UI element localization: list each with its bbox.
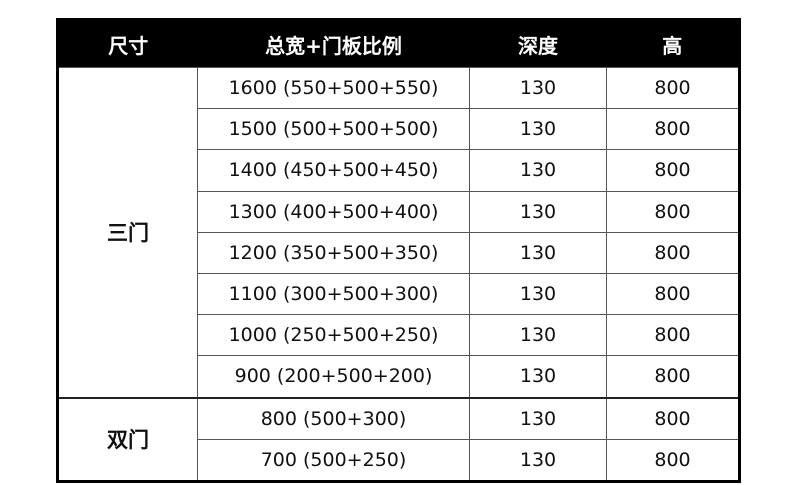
depth-cell: 130 xyxy=(469,272,607,316)
table-row: 900 (200+500+200) 130 800 xyxy=(58,355,740,398)
table-row: 三门 1600 (550+500+550) 130 800 xyxy=(57,66,740,398)
width-ratio-cell: 1000 (250+500+250) xyxy=(197,314,470,357)
height-cell: 800 xyxy=(606,396,740,440)
group-label: 三门 xyxy=(57,67,198,398)
depth-cell: 130 xyxy=(469,149,607,192)
depth-cell: 130 xyxy=(469,190,607,233)
width-ratio-cell: 1400 (450+500+450) xyxy=(197,149,470,192)
height-cell: 800 xyxy=(606,355,740,398)
height-cell: 800 xyxy=(606,66,740,110)
width-ratio-cell: 1100 (300+500+300) xyxy=(197,272,470,316)
table-row: 1400 (450+500+450) 130 800 xyxy=(58,149,740,192)
width-ratio-cell: 900 (200+500+200) xyxy=(197,355,470,398)
table-row: 1200 (350+500+350) 130 800 xyxy=(58,231,740,274)
height-cell: 800 xyxy=(606,149,740,192)
header-size: 尺寸 xyxy=(57,19,198,68)
width-ratio-cell: 1500 (500+500+500) xyxy=(197,108,470,151)
table-row: 1000 (250+500+250) 130 800 xyxy=(58,314,740,357)
depth-cell: 130 xyxy=(469,314,607,357)
width-ratio-cell: 1300 (400+500+400) xyxy=(197,190,470,233)
header-row: 尺寸 总宽+门板比例 深度 高 xyxy=(57,19,740,68)
depth-cell: 130 xyxy=(469,231,607,274)
height-cell: 800 xyxy=(606,231,740,274)
height-cell: 800 xyxy=(606,314,740,357)
width-ratio-cell: 1600 (550+500+550) xyxy=(197,66,470,110)
width-ratio-cell: 1200 (350+500+350) xyxy=(197,231,470,274)
height-cell: 800 xyxy=(606,108,740,151)
depth-cell: 130 xyxy=(469,355,607,398)
group-label: 双门 xyxy=(57,396,198,482)
depth-cell: 130 xyxy=(469,396,607,440)
header-height: 高 xyxy=(606,19,740,68)
header-width-ratio: 总宽+门板比例 xyxy=(197,19,470,68)
height-cell: 800 xyxy=(606,190,740,233)
height-cell: 800 xyxy=(606,272,740,316)
width-ratio-cell: 700 (500+250) xyxy=(197,438,470,483)
table-row: 1500 (500+500+500) 130 800 xyxy=(58,108,740,151)
table-row: 700 (500+250) 130 800 xyxy=(58,438,740,483)
width-ratio-cell: 800 (500+300) xyxy=(197,396,470,440)
depth-cell: 130 xyxy=(469,438,607,483)
height-cell: 800 xyxy=(606,438,740,483)
table-row: 1100 (300+500+300) 130 800 xyxy=(58,272,740,316)
depth-cell: 130 xyxy=(469,108,607,151)
size-table: 尺寸 总宽+门板比例 深度 高 三门 1600 (550+500+550) 130 8… xyxy=(56,18,741,483)
depth-cell: 130 xyxy=(469,66,607,110)
header-depth: 深度 xyxy=(469,19,607,68)
table-row: 1300 (400+500+400) 130 800 xyxy=(58,190,740,233)
table-row: 双门 800 (500+300) 130 800 xyxy=(57,396,740,482)
